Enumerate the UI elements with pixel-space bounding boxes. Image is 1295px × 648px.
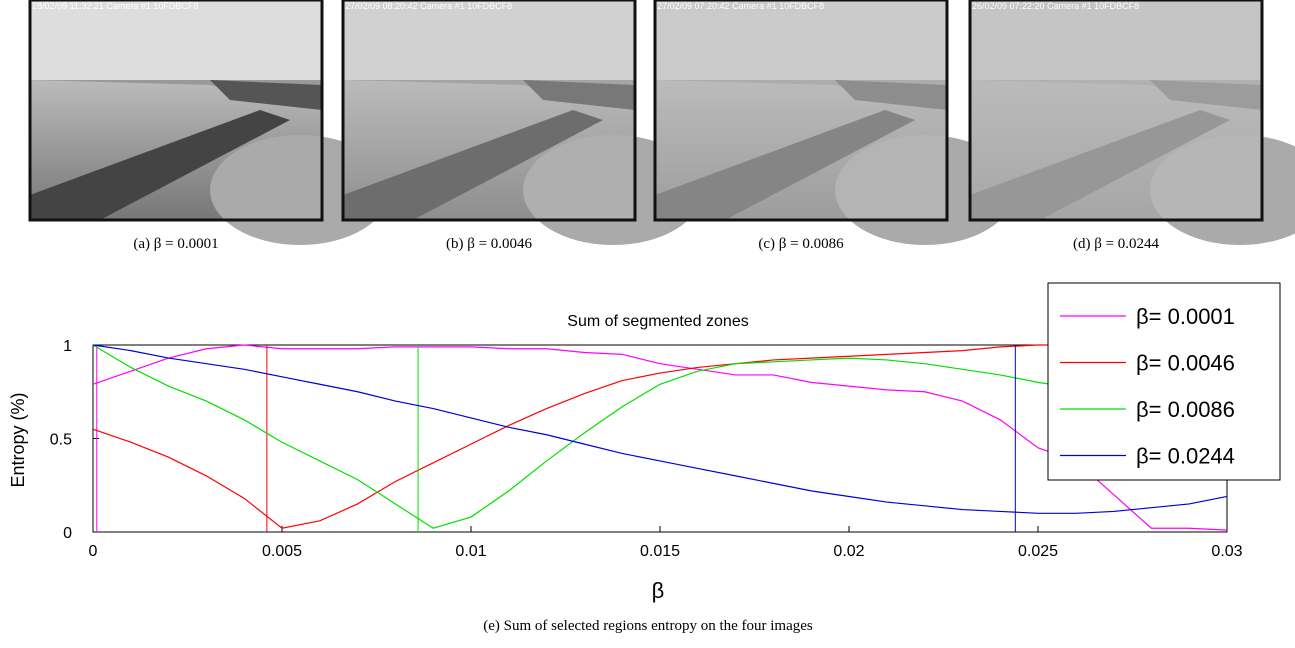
legend-label: β= 0.0086 xyxy=(1136,397,1235,422)
photo-haze xyxy=(655,0,947,220)
photo-sky xyxy=(343,0,635,80)
photo-timestamp: 28/02/09 11:32:21 Camera #1 10FDBCF8 xyxy=(32,1,198,11)
chart: 0 0.5 1 0 0.005 0.01 0.015 0.02 0.025 0.03 β= 0.00… xyxy=(50,282,1281,560)
photos: 28/02/09 11:32:21 Camera #1 10FDBCF8 (a) … xyxy=(28,0,1295,252)
chart-title: Sum of segmented zones xyxy=(567,313,748,330)
x-tick-label: 0.015 xyxy=(640,543,680,560)
panel-caption: (a) β = 0.0001 xyxy=(133,236,218,252)
series-line xyxy=(92,344,1228,531)
photo-wall xyxy=(343,110,603,220)
x-tick-label: 0.02 xyxy=(833,543,864,560)
caption-text: Sum of selected regions entropy on the f… xyxy=(504,618,813,634)
y-tick-label: 1 xyxy=(63,338,72,355)
panel-caption: (c) β = 0.0086 xyxy=(758,236,844,252)
photo-frame xyxy=(968,0,1264,222)
photo-timestamp: 27/02/09 07:20:42 Camera #1 10FDBCF8 xyxy=(657,1,824,11)
x-tick-label: 0.03 xyxy=(1211,543,1242,560)
photo-panel: 27/02/09 07:20:42 Camera #1 10FDBCF8 xyxy=(653,0,1015,245)
photo-frame xyxy=(28,0,324,222)
photo-wall xyxy=(30,110,290,220)
legend: β= 0.0001 β= 0.0046 β= 0.0086 β= 0.0244 xyxy=(1047,282,1281,481)
y-tick-label: 0.5 xyxy=(50,432,72,449)
x-tick-label: 0.005 xyxy=(262,543,302,560)
photo-building xyxy=(523,80,635,110)
photo-panel: 26/02/09 07:22:20 Camera #1 10FDBCF8 xyxy=(968,0,1295,245)
x-tick-label: 0 xyxy=(89,543,98,560)
caption-text: β = 0.0046 xyxy=(467,236,532,252)
x-axis-label: β xyxy=(652,578,665,603)
x-tick-label: 0.025 xyxy=(1018,543,1058,560)
caption-text: β = 0.0244 xyxy=(1094,236,1159,252)
photo-building xyxy=(210,80,322,110)
photo-haze xyxy=(970,0,1262,220)
panel-caption: (b) β = 0.0046 xyxy=(446,236,533,252)
photo-panel: 27/02/09 08:20:42 Camera #1 10FDBCF8 xyxy=(341,0,703,245)
series-line xyxy=(92,344,1227,529)
photo-frame xyxy=(341,0,637,222)
legend-label: β= 0.0001 xyxy=(1136,304,1235,329)
legend-label: β= 0.0046 xyxy=(1136,351,1235,376)
caption-label: (d) xyxy=(1073,236,1091,252)
photo-sky xyxy=(30,0,322,80)
y-tick-label: 0 xyxy=(63,525,72,542)
caption-label: (e) xyxy=(483,618,500,634)
photo-timestamp: 27/02/09 08:20:42 Camera #1 10FDBCF8 xyxy=(345,1,512,11)
caption-label: (b) xyxy=(446,236,464,252)
caption-label: (a) xyxy=(133,236,150,252)
panel-caption: (d) β = 0.0244 xyxy=(1073,236,1160,252)
caption-text: β = 0.0086 xyxy=(779,236,844,252)
caption-text: β = 0.0001 xyxy=(154,236,219,252)
x-tick-label: 0.01 xyxy=(455,543,486,560)
caption-label: (c) xyxy=(758,236,775,252)
legend-label: β= 0.0244 xyxy=(1136,444,1235,469)
y-axis-label: Entropy (%) xyxy=(8,392,28,487)
photo-timestamp: 26/02/09 07:22:20 Camera #1 10FDBCF8 xyxy=(972,1,1139,11)
photo-panel: 28/02/09 11:32:21 Camera #1 10FDBCF8 xyxy=(28,0,390,245)
figure-caption: (e) Sum of selected regions entropy on t… xyxy=(483,618,813,634)
series-line xyxy=(92,344,1228,529)
photo-haze xyxy=(343,0,635,220)
photo-frame xyxy=(653,0,949,222)
series-line xyxy=(92,344,1228,514)
